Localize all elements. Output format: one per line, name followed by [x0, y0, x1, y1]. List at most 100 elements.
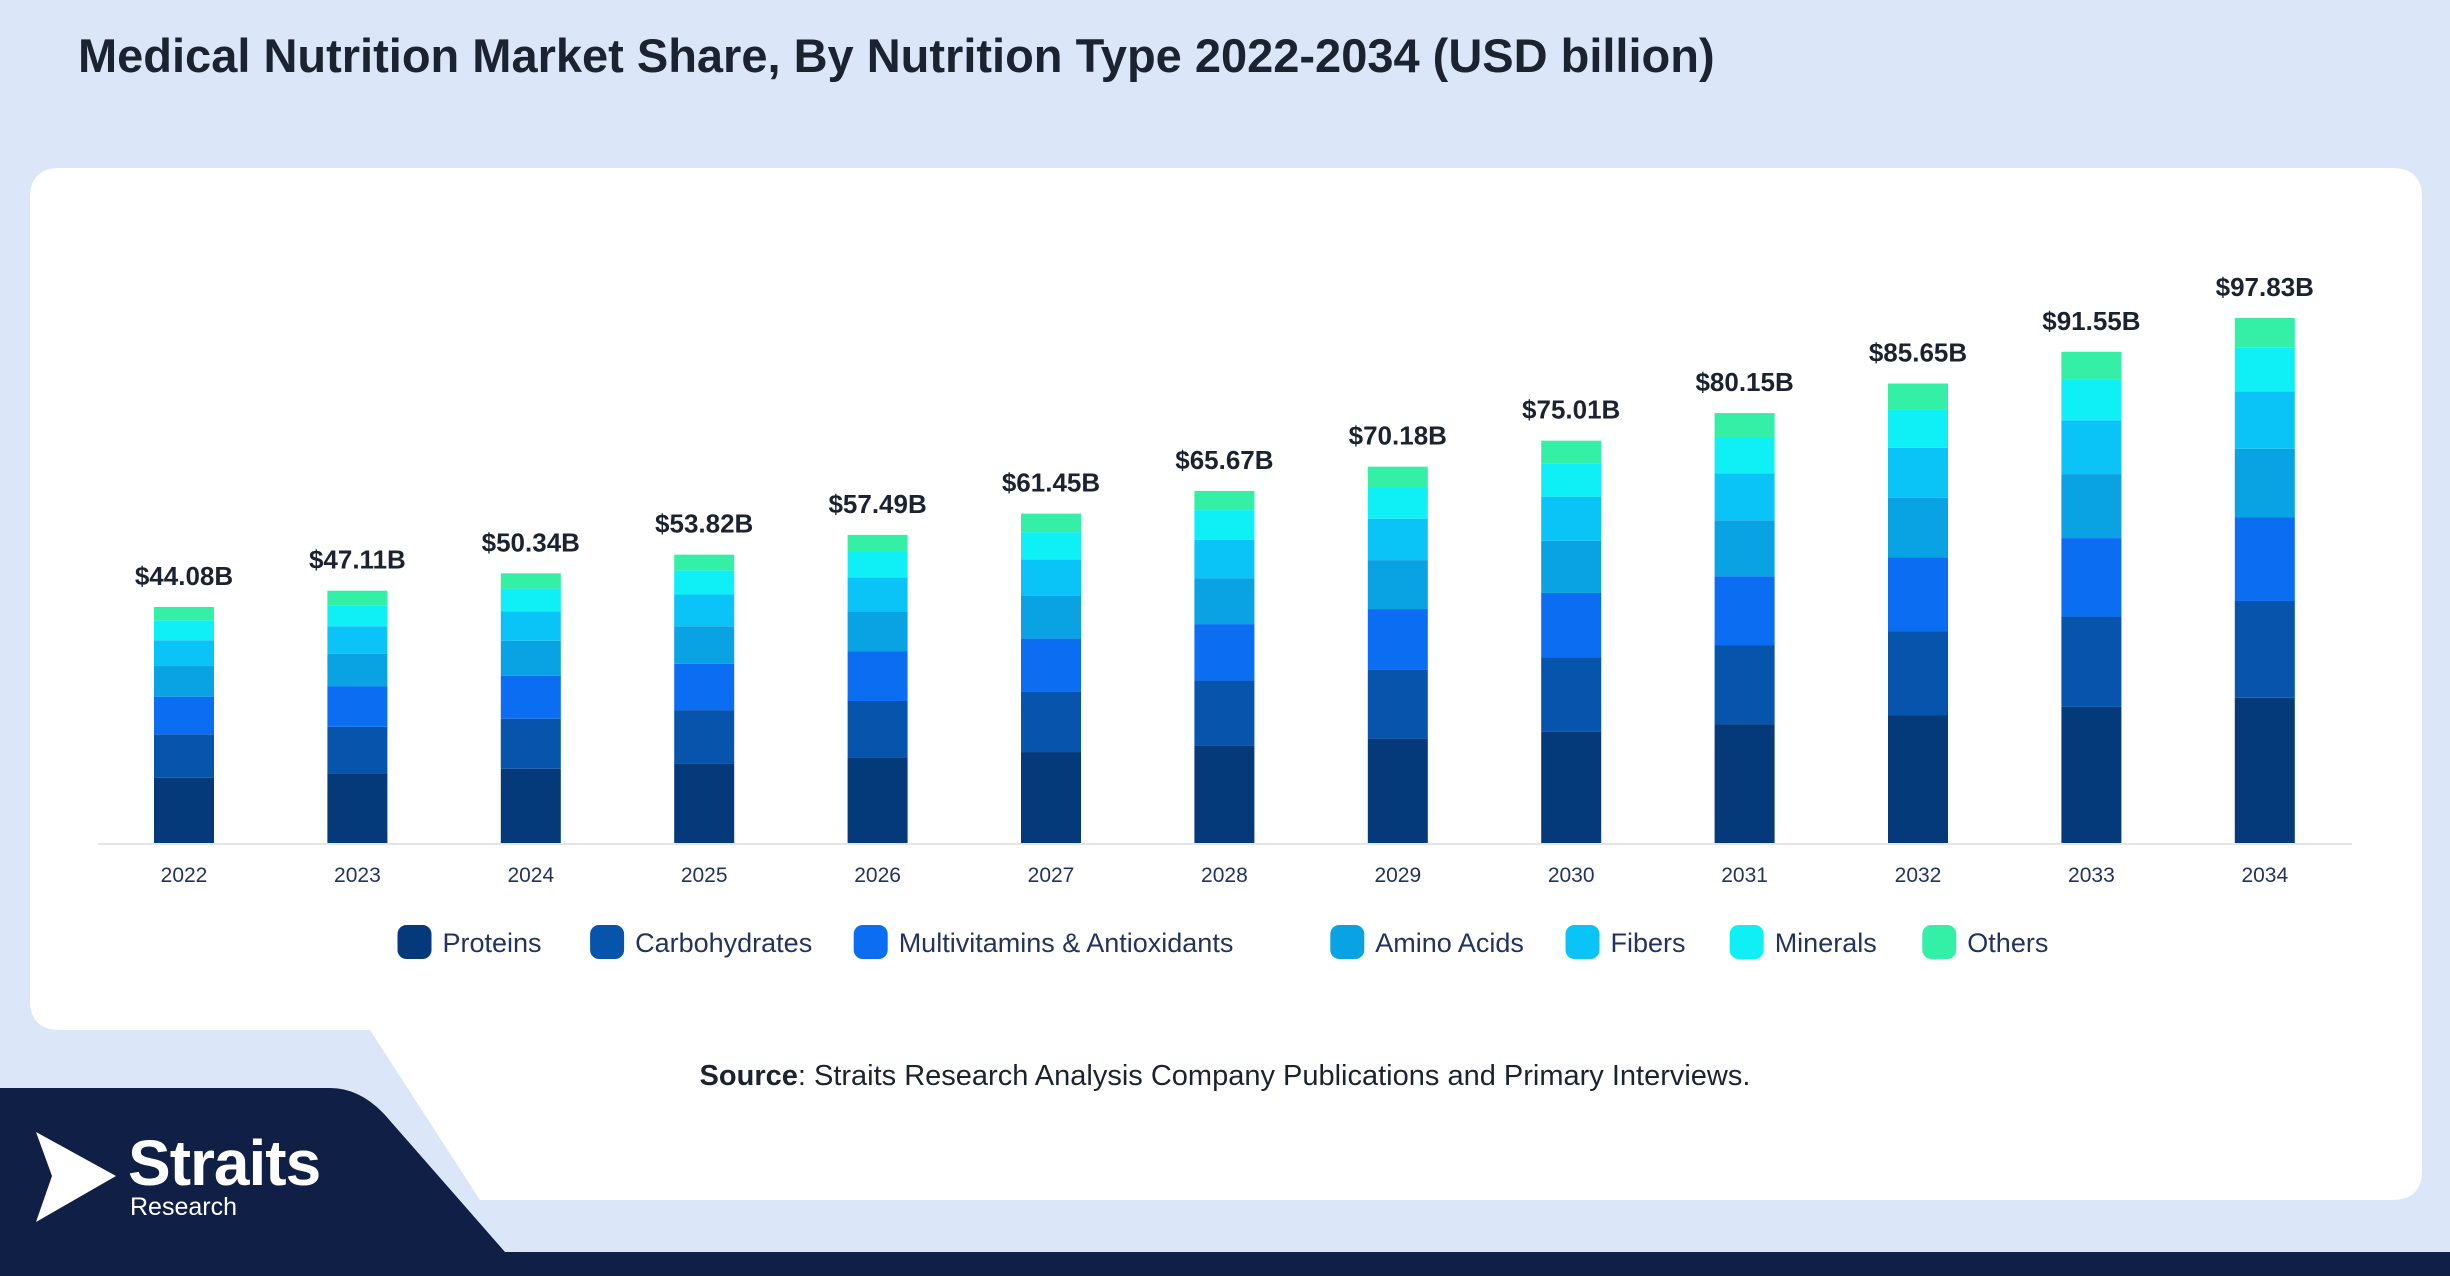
total-label-2030: $75.01B: [1522, 395, 1620, 425]
bar-others-2032: [1888, 383, 1948, 410]
bar-multivitamins-antioxidants-2029: [1367, 609, 1428, 670]
total-label-2034: $97.83B: [2216, 272, 2314, 302]
bar-multivitamins-antioxidants-2027: [1021, 638, 1081, 692]
total-label-2023: $47.11B: [309, 545, 406, 575]
x-tick-2023: 2023: [334, 864, 381, 887]
bar-minerals-2030: [1541, 463, 1602, 497]
logo-subtitle: Research: [130, 1193, 237, 1221]
legend-item-carbohydrates: Carbohydrates: [590, 925, 812, 959]
bar-proteins-2027: [1021, 752, 1081, 844]
bar-multivitamins-antioxidants-2028: [1194, 624, 1255, 681]
x-tick-2024: 2024: [507, 864, 554, 887]
bar-amino-acids-2024: [500, 640, 561, 676]
bar-minerals-2025: [674, 570, 735, 595]
legend-item-multivitamins-antioxidants: Multivitamins & Antioxidants: [853, 925, 1233, 959]
bar-others-2027: [1021, 513, 1081, 533]
bar-fibers-2033: [2061, 420, 2122, 475]
bar-multivitamins-antioxidants-2022: [154, 696, 214, 735]
bar-others-2030: [1541, 440, 1602, 464]
legend-label-proteins: Proteins: [443, 928, 542, 958]
legend-swatch-carbohydrates: [590, 925, 625, 959]
labels-layer: $44.08B 2022 $47.11B 2023 $50.34B 2024 $53.82B…: [135, 272, 2314, 887]
total-label-2031: $80.15B: [1695, 367, 1793, 397]
bar-multivitamins-antioxidants-2034: [2234, 517, 2295, 601]
legend-label-fibers: Fibers: [1611, 928, 1686, 958]
bar-proteins-2029: [1367, 738, 1428, 844]
footer-band: [0, 1088, 2450, 1276]
bar-amino-acids-2031: [1714, 520, 1775, 577]
total-label-2024: $50.34B: [482, 527, 580, 557]
x-tick-2031: 2031: [1721, 864, 1768, 887]
bar-fibers-2031: [1714, 473, 1775, 521]
legend-swatch-multivitamins-antioxidants: [853, 925, 888, 959]
bar-carbohydrates-2032: [1888, 631, 1948, 716]
bar-proteins-2033: [2061, 706, 2122, 844]
legend-item-proteins: Proteins: [397, 925, 542, 959]
bar-multivitamins-antioxidants-2032: [1888, 557, 1948, 632]
source-text: : Straits Research Analysis Company Publ…: [797, 1060, 1751, 1092]
legend-label-carbohydrates: Carbohydrates: [635, 928, 812, 958]
bar-amino-acids-2033: [2061, 474, 2122, 539]
bar-proteins-2028: [1194, 745, 1255, 844]
x-tick-2028: 2028: [1201, 864, 1248, 887]
bar-minerals-2033: [2061, 379, 2122, 421]
legend-swatch-others: [1922, 925, 1957, 959]
bar-fibers-2032: [1888, 447, 1948, 498]
total-label-2032: $85.65B: [1869, 337, 1967, 367]
bar-amino-acids-2029: [1367, 560, 1428, 610]
x-tick-2027: 2027: [1028, 864, 1075, 887]
legend-swatch-minerals: [1729, 925, 1764, 959]
bar-carbohydrates-2025: [674, 710, 735, 764]
legend-item-others: Others: [1922, 925, 2048, 959]
total-label-2033: $91.55B: [2042, 306, 2140, 336]
bar-multivitamins-antioxidants-2031: [1714, 576, 1775, 646]
bar-multivitamins-antioxidants-2025: [674, 663, 735, 711]
bar-amino-acids-2027: [1021, 595, 1081, 639]
bar-amino-acids-2022: [154, 666, 214, 697]
bar-proteins-2023: [327, 773, 388, 844]
bar-carbohydrates-2028: [1194, 680, 1255, 746]
bar-minerals-2032: [1888, 409, 1948, 448]
bar-others-2026: [847, 534, 908, 552]
bar-fibers-2029: [1367, 518, 1428, 561]
bar-minerals-2023: [327, 605, 388, 627]
bar-minerals-2034: [2234, 347, 2295, 392]
bar-multivitamins-antioxidants-2030: [1541, 592, 1602, 658]
bar-others-2034: [2234, 318, 2295, 348]
total-label-2026: $57.49B: [828, 489, 926, 519]
bar-carbohydrates-2031: [1714, 645, 1775, 725]
total-label-2022: $44.08B: [135, 561, 233, 591]
bar-others-2023: [327, 590, 388, 606]
bar-multivitamins-antioxidants-2023: [327, 686, 388, 727]
bar-fibers-2028: [1194, 539, 1255, 579]
bar-amino-acids-2032: [1888, 497, 1948, 558]
bar-fibers-2025: [674, 594, 735, 627]
x-tick-2029: 2029: [1374, 864, 1421, 887]
total-label-2027: $61.45B: [1002, 468, 1100, 498]
legend-label-minerals: Minerals: [1775, 928, 1877, 958]
bar-multivitamins-antioxidants-2026: [847, 651, 908, 701]
bar-minerals-2031: [1714, 437, 1775, 474]
bar-others-2031: [1714, 413, 1775, 438]
bar-amino-acids-2025: [674, 626, 735, 664]
bar-others-2022: [154, 606, 214, 621]
bar-fibers-2023: [327, 626, 388, 654]
bar-proteins-2022: [154, 777, 214, 844]
bar-proteins-2031: [1714, 724, 1775, 844]
bar-minerals-2022: [154, 620, 214, 641]
bar-others-2024: [500, 573, 561, 589]
bar-amino-acids-2026: [847, 611, 908, 652]
bar-minerals-2029: [1367, 487, 1428, 519]
bar-carbohydrates-2024: [500, 718, 561, 769]
bar-amino-acids-2023: [327, 653, 388, 687]
legend-swatch-amino-acids: [1330, 925, 1365, 959]
legend-item-amino-acids: Amino Acids: [1330, 925, 1524, 959]
legend: Proteins Carbohydrates Multivitamins & Ant…: [397, 925, 2048, 959]
bar-minerals-2024: [500, 588, 561, 612]
bar-fibers-2022: [154, 640, 214, 667]
bar-carbohydrates-2029: [1367, 669, 1428, 739]
logo-wordmark: Straits: [128, 1127, 321, 1199]
bar-fibers-2024: [500, 611, 561, 641]
bar-minerals-2027: [1021, 532, 1081, 560]
